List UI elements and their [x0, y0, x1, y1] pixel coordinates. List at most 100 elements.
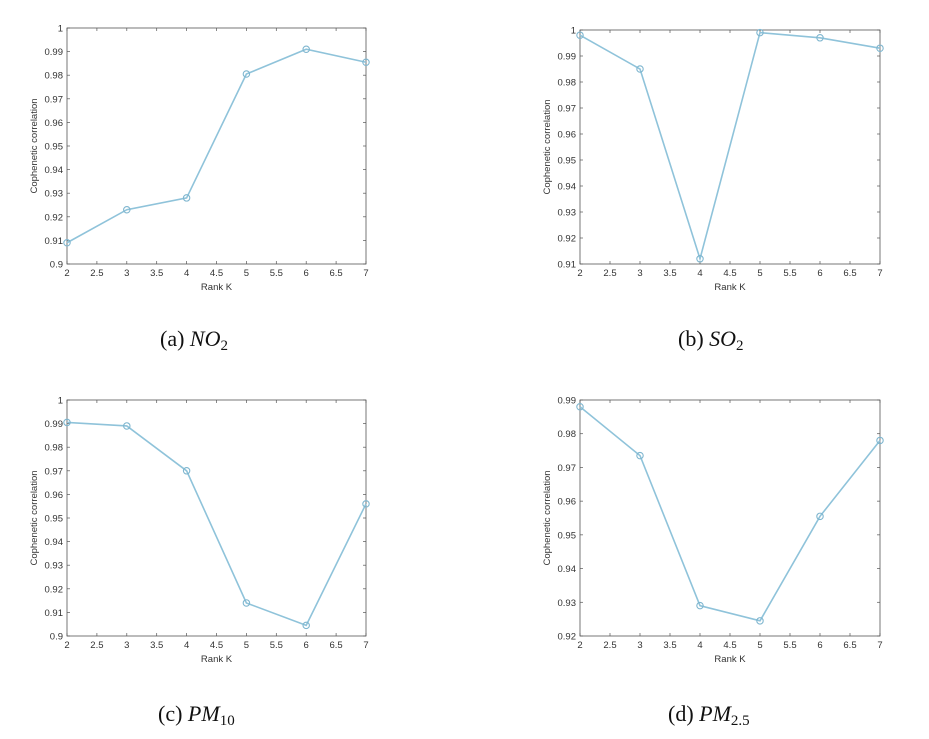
caption-b-subscript: 2 [736, 338, 744, 354]
y-tick-label-a: 0.94 [45, 165, 64, 176]
series-line-a [66, 48, 367, 244]
y-tick-label-c: 0.94 [45, 537, 64, 548]
x-tick-label-d: 7 [877, 640, 882, 651]
caption-c: (c) PM10 [158, 701, 235, 730]
chart-panel-c: 2 2.5 3 3.5 4 4.5 5 5.5 6 6.5 7 0.9 0.91 0.92 0.93 0.94… [29, 396, 370, 665]
caption-d-prefix: (d) [668, 701, 694, 726]
y-tick-label-b: 0.94 [558, 182, 577, 193]
caption-b: (b) SO2 [678, 326, 744, 355]
data-point-a-4 [242, 70, 251, 78]
series-line-b [579, 31, 881, 262]
caption-b-symbol: SO [709, 326, 737, 351]
y-tick-label-d: 0.99 [558, 396, 577, 407]
x-tick-label-c: 6.5 [329, 640, 342, 651]
y-axis-label-c: Cophenetic correlation [29, 470, 40, 565]
y-axis-label-b: Cophenetic correlation [542, 99, 553, 194]
data-point-b-4 [756, 28, 764, 37]
x-tick-label-a: 2.5 [90, 268, 103, 279]
y-tick-label-d: 0.93 [558, 598, 577, 609]
x-tick-label-a: 5.5 [270, 268, 283, 279]
y-tick-label-c: 1 [58, 396, 63, 407]
data-point-d-4 [756, 617, 764, 625]
y-tick-label-c: 0.92 [45, 584, 64, 595]
caption-c-prefix: (c) [158, 701, 183, 726]
data-point-d-3 [696, 601, 704, 610]
x-tick-label-a: 7 [363, 268, 368, 279]
caption-d-subscript: 2.5 [730, 713, 750, 729]
y-tick-label-a: 0.99 [45, 47, 64, 58]
caption-c-subscript: 10 [219, 713, 235, 729]
x-tick-label-a: 3 [124, 268, 129, 279]
x-axis-label-b: Rank K [714, 282, 746, 293]
x-tick-label-d: 3 [637, 640, 642, 651]
data-point-a-2 [123, 205, 131, 214]
x-tick-label-b: 4.5 [723, 268, 736, 279]
chart-svg-c: 2 2.5 3 3.5 4 4.5 5 5.5 6 6.5 7 0.9 0.91 0.92 0.93 0.94… [29, 396, 370, 665]
y-tick-label-b: 0.96 [558, 130, 577, 141]
y-tick-label-b: 1 [571, 26, 576, 37]
series-line-d [579, 406, 881, 622]
chart-svg-a: 2 2.5 3 3.5 4 4.5 5 5.5 6 6.5 7 0.9 0.91 0.92 0.93 0.94… [29, 24, 370, 293]
x-tick-label-c: 3 [124, 640, 129, 651]
y-tick-label-b: 0.91 [558, 260, 577, 271]
y-axis-label-d: Cophenetic correlation [542, 470, 553, 565]
y-tick-label-a: 0.95 [45, 142, 64, 153]
data-point-a-5 [302, 45, 310, 53]
data-point-a-6 [362, 58, 370, 66]
data-point-c-6 [362, 500, 370, 508]
y-tick-label-b: 0.92 [558, 234, 577, 245]
data-point-d-1 [576, 402, 584, 411]
x-tick-label-b: 5 [757, 268, 762, 279]
x-tick-label-c: 7 [363, 640, 368, 651]
y-tick-label-c: 0.93 [45, 561, 64, 572]
y-tick-label-b: 0.98 [558, 78, 577, 89]
data-point-b-1 [576, 31, 584, 39]
x-tick-label-c: 5.5 [270, 640, 283, 651]
y-tick-label-c: 0.97 [45, 466, 64, 477]
y-tick-label-d: 0.98 [558, 429, 577, 440]
x-tick-label-d: 6.5 [843, 640, 856, 651]
x-axis-label-d: Rank K [714, 654, 746, 665]
x-tick-label-c: 4.5 [210, 640, 223, 651]
caption-c-symbol: PM [187, 701, 220, 726]
data-point-b-3 [696, 255, 704, 263]
caption-a-prefix: (a) [160, 326, 185, 351]
y-tick-label-b: 0.99 [558, 52, 577, 63]
x-tick-label-d: 5 [757, 640, 762, 651]
y-tick-label-d: 0.92 [558, 632, 577, 643]
x-tick-label-d: 4.5 [723, 640, 736, 651]
x-tick-label-d: 6 [817, 640, 822, 651]
plot-frame-d [579, 399, 881, 637]
x-tick-label-a: 4.5 [210, 268, 223, 279]
data-point-b-2 [636, 65, 644, 73]
x-tick-label-c: 5 [244, 640, 249, 651]
x-tick-label-a: 6 [304, 268, 309, 279]
x-tick-label-d: 2 [577, 640, 582, 651]
x-tick-label-c: 4 [184, 640, 189, 651]
y-tick-label-a: 0.96 [45, 118, 64, 129]
data-point-d-2 [636, 451, 644, 460]
x-tick-label-d: 2.5 [603, 640, 616, 651]
y-tick-label-c: 0.99 [45, 419, 64, 430]
data-point-c-5 [302, 621, 310, 630]
x-tick-label-b: 2 [577, 268, 582, 279]
data-point-d-6 [876, 436, 884, 445]
y-tick-label-d: 0.96 [558, 497, 577, 508]
data-point-a-1 [63, 239, 71, 247]
x-tick-label-c: 2.5 [90, 640, 103, 651]
y-tick-label-b: 0.95 [558, 156, 577, 167]
data-point-a-3 [182, 194, 191, 202]
y-tick-label-c: 0.98 [45, 443, 64, 454]
y-tick-label-c: 0.95 [45, 514, 64, 525]
caption-d: (d) PM2.5 [668, 701, 750, 730]
x-tick-label-b: 6.5 [843, 268, 856, 279]
x-axis-label-c: Rank K [201, 654, 233, 665]
x-tick-label-d: 3.5 [663, 640, 676, 651]
chart-panel-b: 2 2.5 3 3.5 4 4.5 5 5.5 6 6.5 7 0.91 0.92 0.93 0.94 0.9… [542, 26, 884, 293]
data-point-c-4 [242, 599, 251, 607]
y-tick-label-c: 0.96 [45, 490, 64, 501]
y-tick-label-c: 0.9 [50, 632, 63, 643]
data-point-c-2 [123, 422, 131, 430]
